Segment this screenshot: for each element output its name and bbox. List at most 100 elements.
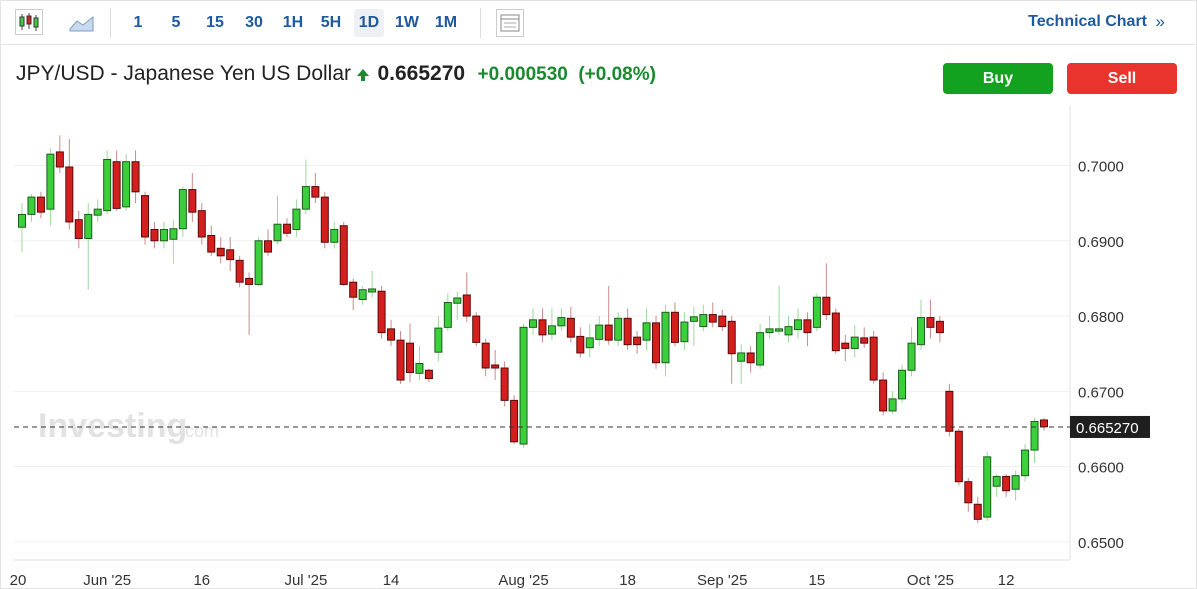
layout-icon[interactable]: [496, 9, 524, 37]
candle-body: [765, 328, 774, 334]
price-change: +0.000530: [477, 64, 568, 85]
interval-button[interactable]: 1H: [282, 14, 304, 31]
x-tick-label: Aug '25: [498, 572, 548, 589]
buy-button[interactable]: Buy: [943, 63, 1053, 94]
candle-body: [415, 362, 424, 374]
candle-body: [188, 189, 197, 213]
interval-button[interactable]: 1D: [354, 9, 384, 37]
interval-button[interactable]: 1: [133, 14, 143, 31]
candle-body: [652, 322, 661, 364]
candle-body: [405, 342, 414, 374]
candle-body: [131, 161, 140, 193]
candle-body: [1040, 419, 1048, 428]
toolbar: 1 5 15 30 1H 5H 1D 1W 1M Technical Chart »: [0, 0, 1195, 45]
y-tick-label: 0.6800: [1078, 309, 1124, 326]
candle-body: [103, 158, 112, 212]
watermark-suffix: .com: [180, 421, 219, 441]
candle-body: [973, 503, 982, 520]
candle-body: [954, 430, 963, 483]
candle-body: [519, 326, 528, 445]
y-tick-label: 0.6900: [1078, 234, 1124, 251]
candle-body: [926, 317, 935, 328]
candle-body: [424, 369, 433, 380]
x-tick-label: Sep '25: [697, 572, 747, 589]
interval-button[interactable]: 1M: [434, 14, 458, 31]
candle-body: [860, 337, 869, 344]
candle-body: [462, 294, 471, 317]
last-price-box: [1070, 415, 1150, 438]
interval-button[interactable]: 15: [206, 14, 224, 31]
candle-body: [178, 189, 187, 230]
candle-body: [311, 186, 320, 198]
candle-body: [27, 196, 36, 215]
x-tick-label: 16: [193, 572, 210, 589]
candle-body: [756, 332, 765, 366]
x-tick-label: Oct '25: [907, 572, 954, 589]
candle-body: [65, 166, 74, 223]
candle-body: [207, 234, 216, 253]
instrument-title: JPY/USD - Japanese Yen US Dollar: [16, 62, 352, 85]
link-arrow[interactable]: »: [1155, 12, 1165, 31]
candle-body: [623, 317, 632, 346]
x-tick-label: 18: [619, 572, 636, 589]
candle-body: [547, 325, 556, 335]
candle-body: [916, 317, 925, 346]
candle-body: [18, 213, 26, 228]
candle-body: [273, 223, 282, 242]
interval-button[interactable]: 1W: [395, 14, 419, 31]
candle-body: [74, 219, 83, 240]
area-icon[interactable]: [68, 9, 96, 35]
candle-body: [935, 320, 944, 334]
candle-body: [112, 161, 121, 209]
last-price: 0.665270: [377, 62, 466, 85]
candle-body: [453, 297, 462, 304]
candle-body: [699, 314, 708, 328]
x-tick-label: 20: [10, 572, 27, 589]
candle-body: [879, 379, 888, 412]
candle-body: [1011, 475, 1020, 490]
candle-body: [358, 289, 367, 300]
x-tick-label: Jun '25: [83, 572, 131, 589]
watermark-brand: Investing: [38, 407, 187, 445]
candle-body: [793, 319, 802, 331]
technical-chart-link[interactable]: Technical Chart: [1028, 13, 1147, 30]
candle-body: [235, 259, 244, 283]
candle-body: [614, 317, 623, 341]
price-change-percent: (+0.08%): [578, 64, 656, 85]
candle-body: [472, 315, 481, 343]
candle-body: [150, 228, 159, 242]
candle-body: [850, 336, 859, 349]
candle-body: [822, 296, 831, 316]
y-tick-label: 0.6600: [1078, 460, 1124, 477]
candle-body: [292, 208, 301, 230]
candle-body: [141, 195, 150, 238]
candle-body: [566, 317, 575, 338]
sell-button[interactable]: Sell: [1067, 63, 1177, 94]
candle-body: [46, 153, 55, 210]
interval-button[interactable]: 5: [171, 14, 181, 31]
separator: [110, 8, 111, 38]
candle-body: [434, 327, 443, 353]
candle-body: [585, 337, 594, 349]
candle-body: [93, 208, 102, 216]
candle-body: [898, 369, 907, 400]
y-tick-label: 0.7000: [1078, 158, 1124, 175]
candle-body: [633, 336, 642, 346]
candle-body: [689, 316, 698, 322]
candle-body: [727, 320, 736, 355]
interval-button[interactable]: 5H: [320, 14, 342, 31]
candle-body: [377, 290, 386, 334]
candle-body: [529, 319, 537, 328]
candle-body: [159, 228, 168, 242]
candle-body: [812, 296, 821, 328]
candle-body: [55, 151, 64, 168]
candle-body: [500, 367, 509, 401]
interval-button[interactable]: 30: [245, 14, 263, 31]
candle-body: [557, 317, 566, 327]
candle-body: [301, 186, 310, 210]
candle-body: [226, 249, 235, 261]
candle-body: [1021, 449, 1030, 477]
candle-body: [368, 288, 377, 293]
candle-icon[interactable]: [15, 9, 43, 35]
